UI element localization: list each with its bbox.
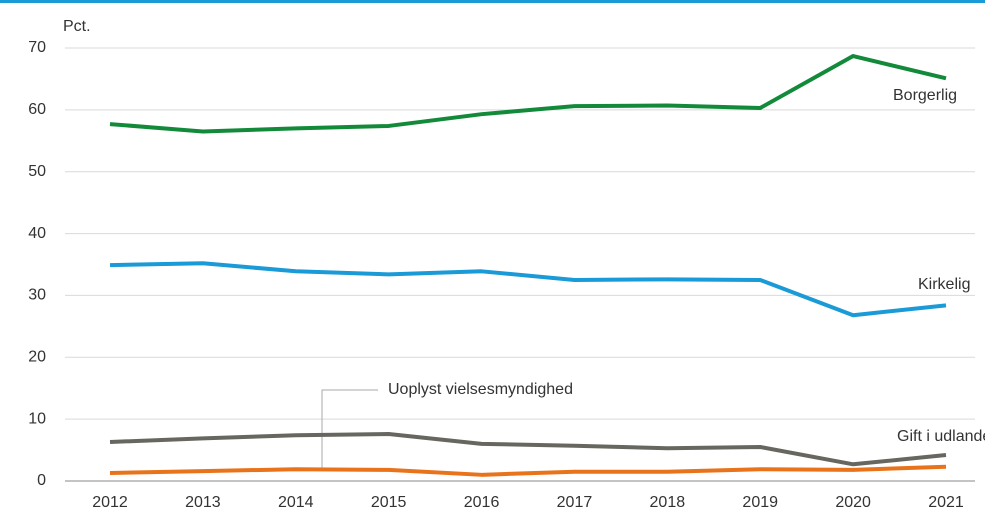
series-line	[109, 54, 947, 134]
series-label: Gift i udlandet	[897, 428, 985, 445]
y-tick-label: 10	[28, 410, 46, 427]
series-line	[109, 431, 947, 467]
x-tick-label: 2012	[92, 494, 128, 511]
y-tick-label: 20	[28, 349, 46, 366]
x-tick-label: 2019	[742, 494, 778, 511]
series-label: Kirkelig	[918, 276, 970, 293]
series-label: Uoplyst vielsesmyndighed	[388, 381, 573, 398]
y-axis-label: Pct.	[63, 18, 91, 35]
x-tick-label: 2018	[650, 494, 686, 511]
series-line	[109, 464, 947, 477]
y-tick-label: 40	[28, 225, 46, 242]
y-tick-label: 50	[28, 163, 46, 180]
y-tick-label: 0	[37, 472, 46, 489]
x-tick-label: 2021	[928, 494, 964, 511]
x-tick-label: 2017	[557, 494, 593, 511]
leader-line	[321, 389, 378, 470]
x-tick-label: 2016	[464, 494, 500, 511]
y-tick-label: 70	[28, 39, 46, 56]
y-tick-label: 60	[28, 101, 46, 118]
top-rule	[0, 0, 985, 3]
series-line	[109, 261, 947, 318]
y-tick-label: 30	[28, 287, 46, 304]
x-tick-label: 2015	[371, 494, 407, 511]
x-tick-label: 2020	[835, 494, 871, 511]
x-tick-label: 2013	[185, 494, 221, 511]
x-tick-label: 2014	[278, 494, 314, 511]
series-label: Borgerlig	[893, 87, 957, 104]
